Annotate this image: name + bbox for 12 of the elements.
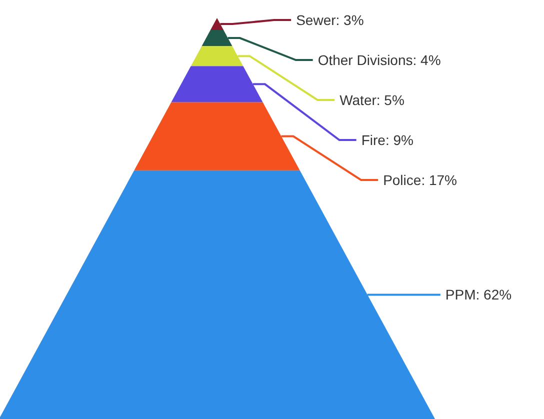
category-label: PPM [445, 286, 476, 303]
data-label: : 3% [336, 12, 364, 28]
category-label: Other Divisions [318, 52, 413, 68]
category-label: Sewer [296, 12, 336, 28]
category-label: Fire [361, 132, 386, 148]
data-label: : 9% [385, 132, 414, 148]
category-label: Water [340, 92, 377, 108]
data-label: : 62% [476, 286, 512, 303]
category-label: Police [383, 172, 422, 188]
data-label: : 5% [376, 92, 404, 108]
data-label: : 17% [421, 172, 458, 188]
data-label: : 4% [412, 52, 441, 68]
